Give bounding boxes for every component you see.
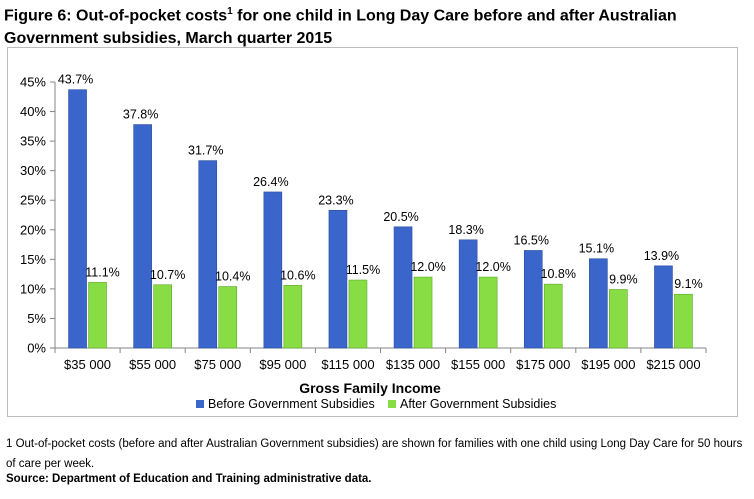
data-label: 10.4% [215,270,250,284]
title-footnote-marker: 1 [227,6,233,17]
data-label: 26.4% [253,175,288,189]
data-label: 12.0% [410,260,445,274]
data-label: 11.5% [346,263,381,277]
x-tick-label: $35 000 [64,357,111,372]
title-text: Figure 6: Out-of-pocket costs [4,7,228,25]
data-label: 10.8% [541,267,576,281]
y-tick-label: 10% [20,281,46,296]
source-note: Source: Department of Education and Trai… [6,473,372,485]
data-label: 10.7% [150,268,185,282]
bar-chart: 0% 5% 10% 15% 20% 25% 30% 35% 40% 45% $35 000 43.7%… [20,73,707,411]
x-axis-title: Gross Family Income [299,380,441,396]
y-tick-label: 35% [20,134,46,149]
data-label: 10.6% [280,268,315,282]
bar-before-subsidies [589,258,608,349]
y-tick-label: 25% [20,193,46,208]
bar-after-subsidies [348,279,368,349]
legend-swatch-after [388,400,396,408]
y-tick-label: 30% [20,163,46,178]
y-tick-label: 40% [20,104,46,119]
y-tick-label: 5% [27,311,46,326]
title-text-rest: for one child in Long Day Care before an… [4,7,677,48]
data-label: 18.3% [448,223,483,237]
footnote: 1 Out-of-pocket costs (before and after … [6,438,743,470]
legend-swatch-before [196,400,204,408]
data-label: 43.7% [58,73,93,87]
y-tick-label: 0% [27,341,46,356]
x-tick-label: $55 000 [129,357,176,372]
bar-before-subsidies [328,209,348,349]
x-tick-label: $215 000 [646,357,700,372]
bar-after-subsidies [88,282,107,349]
data-label: 23.3% [318,193,353,207]
data-label: 11.1% [85,265,120,279]
legend-label-after: After Government Subsidies [400,397,556,411]
x-tick-label: $175 000 [516,357,570,372]
figure-title: Figure 6: Out-of-pocket costs1 for one c… [4,0,752,50]
data-label: 9.9% [609,272,638,286]
data-label: 20.5% [383,210,418,224]
data-label: 16.5% [514,233,549,247]
bar-after-subsidies [413,276,433,349]
data-label: 13.9% [644,249,679,263]
data-label: 9.1% [674,277,703,291]
bar-before-subsidies [133,124,152,349]
bar-before-subsidies [198,160,218,349]
bar-after-subsidies [218,286,238,349]
y-tick-label: 15% [20,252,46,267]
x-tick-label: $155 000 [451,357,505,372]
bar-before-subsidies [458,239,478,349]
bar-after-subsidies [674,293,693,349]
bar-after-subsidies [543,283,563,349]
chart-frame [7,47,738,417]
bar-before-subsidies [68,89,87,349]
data-label: 12.0% [475,260,510,274]
bar-after-subsidies [478,276,498,349]
x-tick-label: $195 000 [581,357,635,372]
bar-after-subsidies [609,289,628,349]
legend-label-before: Before Government Subsidies [208,397,375,411]
bar-after-subsidies [283,285,303,349]
bar-before-subsidies [393,226,413,349]
bar-before-subsidies [263,191,283,349]
bar-before-subsidies [523,250,543,349]
data-label: 31.7% [188,144,223,158]
bar-before-subsidies [654,265,673,349]
x-tick-label: $135 000 [386,357,440,372]
data-label: 15.1% [579,242,614,256]
y-tick-label: 20% [20,222,46,237]
bar-after-subsidies [153,284,172,349]
x-tick-label: $115 000 [321,357,374,372]
x-tick-label: $75 000 [194,357,241,372]
y-tick-label: 45% [20,75,46,90]
data-label: 37.8% [123,108,158,122]
x-tick-label: $95 000 [259,357,306,372]
